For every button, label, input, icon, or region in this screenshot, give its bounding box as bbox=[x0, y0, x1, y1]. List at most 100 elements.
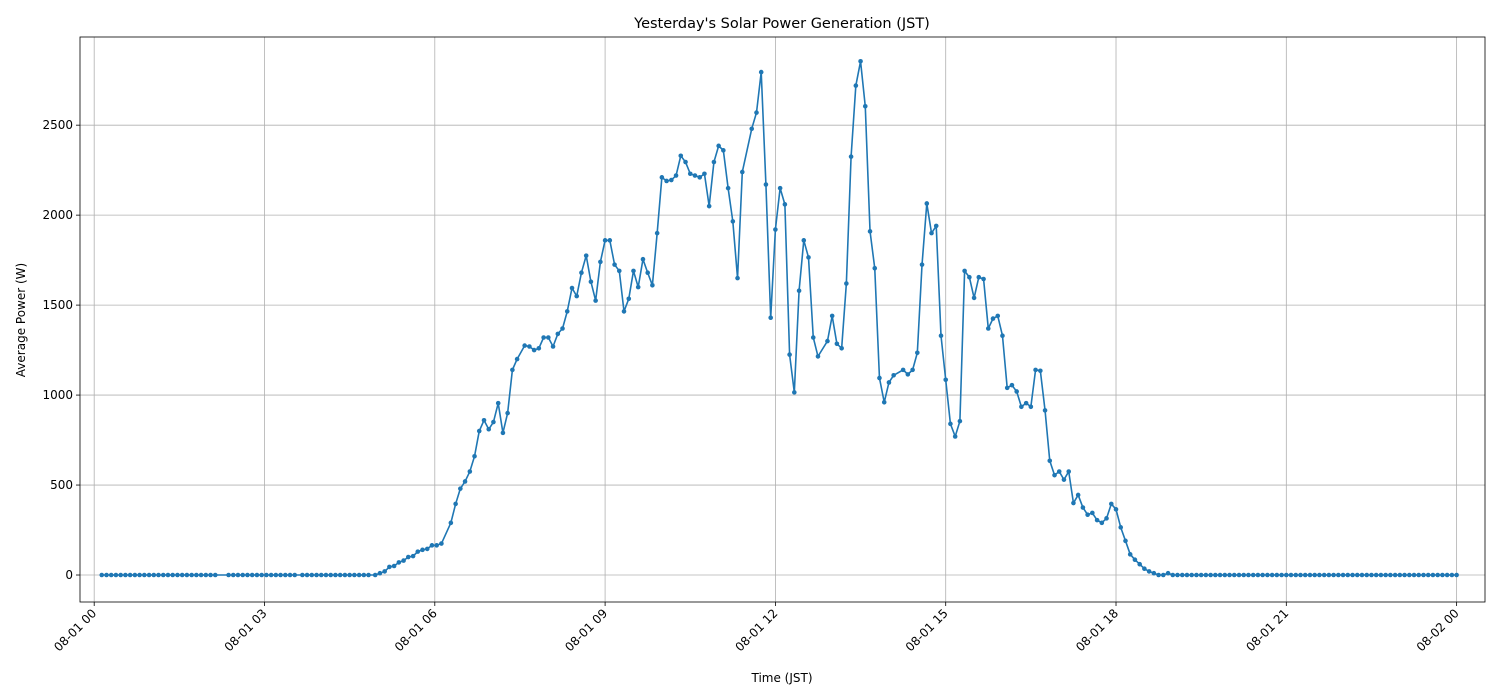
data-point bbox=[132, 572, 138, 578]
data-point bbox=[635, 284, 641, 290]
data-point bbox=[815, 354, 821, 359]
data-point bbox=[1222, 572, 1228, 578]
data-point bbox=[792, 390, 797, 395]
data-point bbox=[264, 572, 269, 578]
data-point bbox=[867, 229, 873, 234]
data-point bbox=[387, 564, 392, 570]
x-tick-label: 08-01 00 bbox=[51, 606, 99, 654]
y-tick-label: 2500 bbox=[42, 118, 73, 132]
data-point bbox=[943, 377, 949, 383]
data-point bbox=[754, 110, 759, 115]
data-point bbox=[405, 554, 411, 560]
data-point bbox=[1019, 404, 1024, 410]
data-point bbox=[782, 202, 788, 207]
data-point bbox=[1369, 572, 1374, 578]
data-point bbox=[1184, 572, 1190, 578]
data-point bbox=[352, 572, 357, 578]
data-point bbox=[1421, 572, 1426, 578]
data-point bbox=[156, 572, 161, 578]
data-point bbox=[1407, 572, 1412, 578]
data-point bbox=[531, 347, 537, 353]
data-point bbox=[976, 274, 982, 280]
data-point bbox=[439, 541, 444, 546]
data-point bbox=[1288, 572, 1294, 578]
data-point bbox=[160, 572, 166, 578]
data-point bbox=[1127, 552, 1133, 557]
data-point bbox=[208, 572, 213, 578]
data-point bbox=[230, 572, 236, 578]
data-point bbox=[1411, 572, 1417, 578]
data-point bbox=[434, 543, 439, 548]
data-point bbox=[1364, 572, 1370, 578]
data-point bbox=[1321, 572, 1327, 578]
data-point bbox=[1454, 572, 1459, 578]
data-point bbox=[1104, 516, 1109, 521]
data-point bbox=[472, 453, 477, 459]
data-point bbox=[240, 572, 246, 578]
data-point bbox=[758, 69, 764, 75]
data-point bbox=[1279, 572, 1284, 578]
data-point bbox=[142, 572, 147, 578]
data-point bbox=[462, 479, 468, 484]
data-point bbox=[268, 572, 274, 578]
data-point bbox=[1373, 572, 1379, 578]
data-point bbox=[711, 159, 717, 165]
y-axis-label: Average Power (W) bbox=[14, 263, 28, 377]
data-point bbox=[104, 572, 109, 578]
data-point bbox=[858, 58, 863, 64]
data-point bbox=[915, 350, 920, 356]
data-point bbox=[777, 185, 783, 191]
x-tick-label: 08-02 00 bbox=[1414, 606, 1462, 654]
data-point bbox=[1203, 572, 1209, 578]
data-point bbox=[1383, 572, 1388, 578]
data-point bbox=[612, 262, 617, 267]
data-point bbox=[1052, 472, 1057, 478]
data-point bbox=[99, 572, 105, 578]
data-point bbox=[716, 143, 721, 149]
data-point bbox=[957, 418, 963, 424]
data-point bbox=[1345, 572, 1351, 578]
data-point bbox=[410, 553, 416, 559]
data-point bbox=[1397, 572, 1403, 578]
data-point bbox=[198, 572, 204, 578]
data-point bbox=[602, 238, 608, 243]
data-point bbox=[245, 572, 250, 578]
data-point bbox=[1444, 572, 1450, 578]
data-point bbox=[1227, 572, 1232, 578]
data-point bbox=[1274, 572, 1280, 578]
data-point bbox=[1090, 510, 1095, 516]
data-point bbox=[273, 572, 279, 578]
data-point bbox=[1298, 572, 1303, 578]
data-point bbox=[347, 572, 352, 578]
data-point bbox=[372, 572, 378, 578]
data-point bbox=[621, 309, 627, 314]
data-point bbox=[579, 270, 584, 276]
data-point bbox=[1217, 572, 1223, 578]
data-point bbox=[583, 253, 589, 258]
data-point bbox=[481, 417, 487, 423]
data-point bbox=[971, 295, 977, 301]
data-point bbox=[796, 288, 802, 294]
y-tick-label: 500 bbox=[50, 478, 73, 492]
data-point bbox=[500, 430, 506, 436]
x-tick-label: 08-01 15 bbox=[903, 606, 951, 654]
data-point bbox=[118, 572, 123, 578]
data-point bbox=[1208, 572, 1213, 578]
data-point bbox=[659, 175, 665, 180]
data-point bbox=[877, 375, 882, 381]
x-tick-label: 08-01 06 bbox=[392, 606, 440, 654]
data-point bbox=[491, 419, 496, 425]
data-point bbox=[287, 572, 293, 578]
data-point bbox=[1056, 469, 1062, 474]
data-point bbox=[1241, 572, 1247, 578]
data-point bbox=[801, 238, 807, 243]
data-point bbox=[806, 255, 811, 260]
data-point bbox=[952, 434, 958, 439]
data-point bbox=[981, 276, 986, 282]
data-point bbox=[683, 159, 688, 165]
y-tick-label: 2000 bbox=[42, 208, 73, 222]
data-point bbox=[735, 275, 740, 281]
data-point bbox=[328, 572, 334, 578]
data-point bbox=[985, 326, 991, 331]
data-point bbox=[588, 279, 594, 285]
